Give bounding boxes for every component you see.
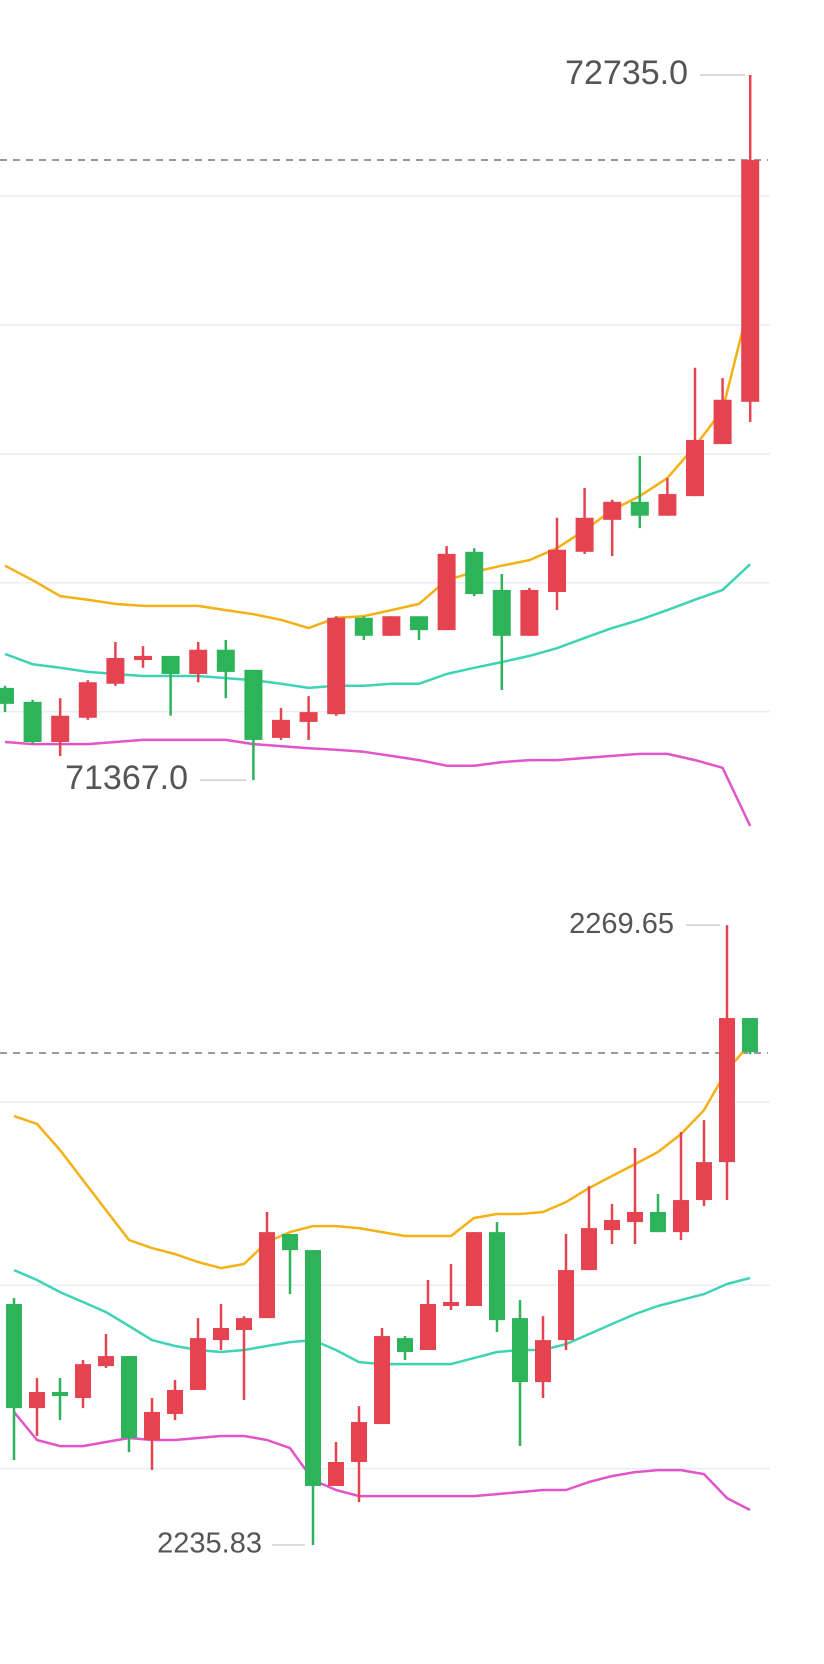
candle-body — [6, 1303, 22, 1409]
candle-body — [489, 1232, 505, 1321]
candle-body — [305, 1250, 321, 1487]
indicator-line — [4, 563, 752, 690]
annotation-label: 72735.0 — [565, 54, 688, 92]
indicator-line — [4, 299, 752, 630]
candle-body — [603, 501, 622, 520]
indicator-line — [13, 1411, 751, 1512]
candle-body — [604, 1220, 620, 1231]
candle-body — [696, 1162, 712, 1201]
candle-body — [719, 1018, 735, 1163]
candle-body — [51, 715, 70, 743]
candle-body — [167, 1389, 183, 1414]
candle-body — [658, 494, 677, 516]
candle-body — [627, 1211, 643, 1223]
candle-body — [351, 1422, 367, 1462]
candle-body — [410, 616, 428, 631]
candle-body — [282, 1233, 298, 1251]
candle-body — [272, 719, 290, 738]
candle-body — [630, 501, 649, 516]
candle-body — [190, 1338, 206, 1390]
candle-body — [466, 1232, 482, 1307]
candle-body — [575, 517, 594, 552]
candle-body — [144, 1411, 160, 1441]
indicator-line — [13, 1043, 751, 1270]
candle-body — [52, 1391, 68, 1397]
candle-body — [742, 1018, 758, 1053]
candle-body — [189, 649, 208, 674]
candle-body — [354, 617, 373, 636]
candle-body — [581, 1228, 597, 1271]
candle-body — [492, 589, 511, 636]
candle-body — [134, 655, 152, 661]
candle-body — [328, 1461, 344, 1487]
candle-body — [420, 1303, 436, 1351]
candle-body — [686, 439, 704, 497]
candle-body — [216, 649, 235, 672]
candle-body — [673, 1200, 689, 1233]
candle-body — [465, 551, 484, 595]
candle-body — [650, 1211, 666, 1233]
candle-body — [535, 1340, 551, 1383]
candle-body — [259, 1232, 275, 1319]
annotation-label: 71367.0 — [65, 759, 188, 797]
candle-body — [443, 1301, 459, 1307]
candle-body — [558, 1270, 574, 1341]
candle-body — [327, 617, 346, 715]
candle-body — [121, 1356, 137, 1438]
candle-body — [713, 399, 732, 445]
candle-body — [213, 1328, 229, 1341]
candle-body — [437, 553, 456, 631]
candle-body — [0, 687, 14, 704]
candle-body — [75, 1364, 91, 1399]
candle-body — [299, 712, 318, 722]
candle-body — [29, 1391, 45, 1409]
candle-body — [244, 669, 263, 740]
candle-body — [98, 1356, 114, 1367]
candle-body — [236, 1318, 252, 1331]
candle-body — [106, 657, 125, 684]
candle-body — [161, 655, 180, 674]
annotation-label: 2269.65 — [569, 908, 674, 940]
candle-body — [382, 616, 401, 636]
candle-body — [23, 701, 42, 743]
annotation-label: 2235.83 — [157, 1528, 262, 1560]
candle-body — [512, 1318, 528, 1383]
candle-body — [741, 160, 760, 402]
candle-body — [397, 1338, 413, 1353]
candle-body — [374, 1336, 390, 1425]
candle-body — [520, 589, 539, 636]
indicator-line — [4, 738, 752, 827]
candle-body — [548, 549, 566, 593]
candle-body — [78, 682, 97, 718]
